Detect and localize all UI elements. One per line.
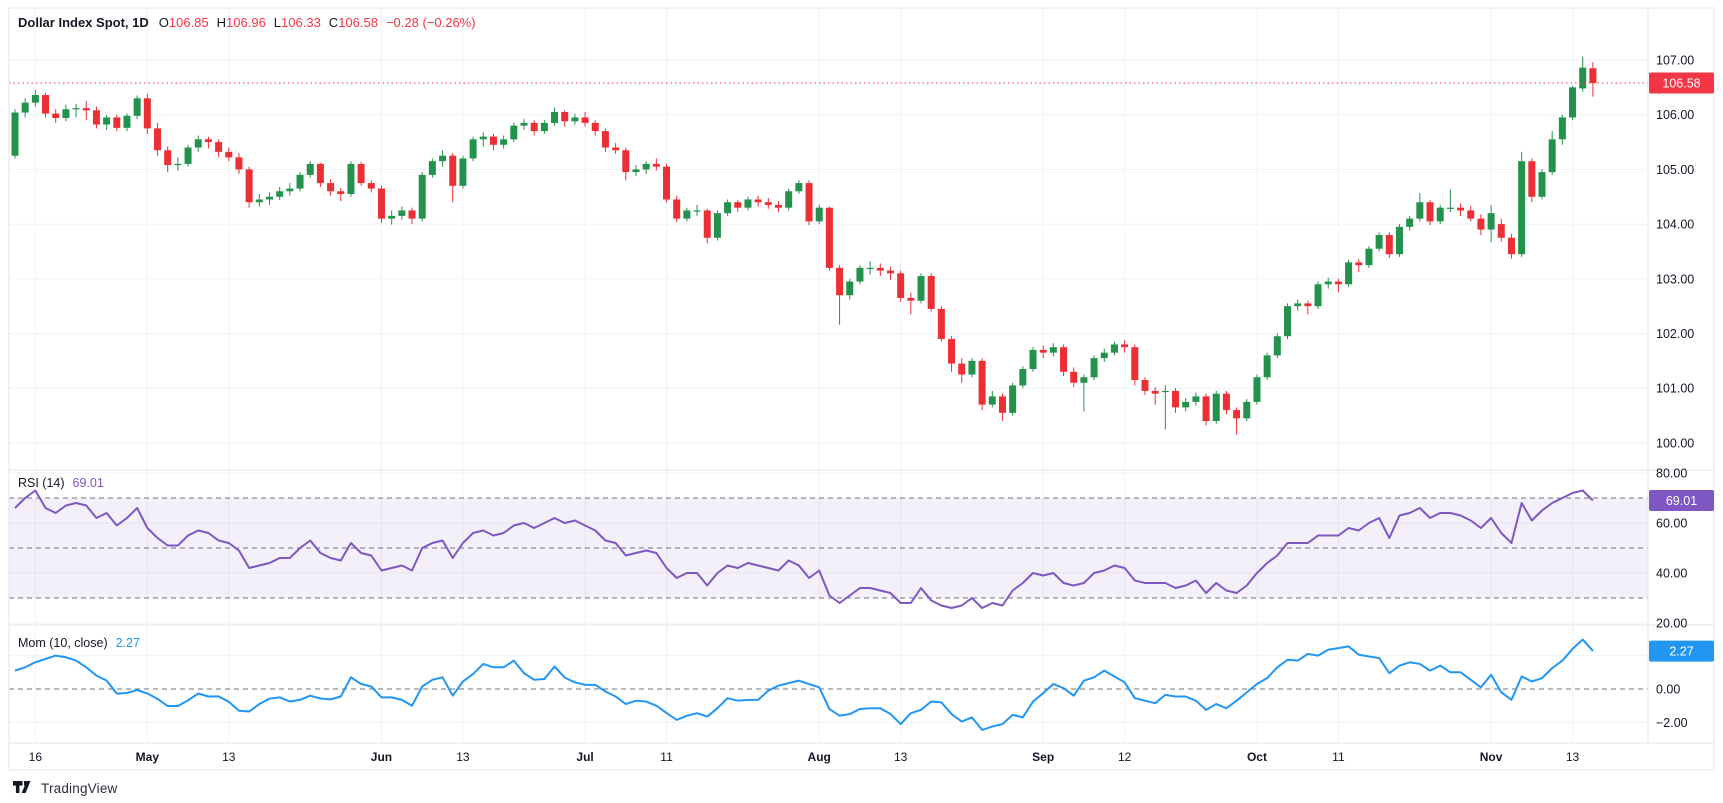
mom-axis[interactable]: 0.00 −2.00 (1656, 683, 1688, 730)
rsi-line (14, 489, 1594, 609)
svg-text:107.00: 107.00 (1656, 54, 1694, 68)
svg-text:Sep: Sep (1032, 750, 1054, 764)
high-value: 106.96 (226, 15, 266, 30)
rsi-badge: 69.01 (1649, 489, 1714, 511)
time-axis[interactable]: 16 May 13 Jun 13 Jul 11 Aug 13 Sep 12 Oct 11 Nov 13 (29, 750, 1580, 764)
svg-text:13: 13 (222, 750, 236, 764)
svg-text:May: May (136, 750, 160, 764)
open-value: 106.85 (168, 15, 209, 30)
rsi-value: 69.01 (72, 476, 104, 490)
mom-value: 2.27 (115, 636, 140, 650)
svg-text:2.27: 2.27 (1669, 645, 1693, 659)
svg-text:13: 13 (894, 750, 908, 764)
svg-text:103.00: 103.00 (1656, 272, 1694, 286)
svg-text:105.00: 105.00 (1656, 163, 1694, 177)
brand-name[interactable]: TradingView (41, 780, 118, 796)
svg-text:20.00: 20.00 (1656, 617, 1687, 631)
svg-text:102.00: 102.00 (1656, 327, 1694, 341)
last-price-badge: 106.58 (1649, 72, 1714, 94)
svg-text:Jul: Jul (576, 750, 593, 764)
footer: TradingView (13, 776, 118, 800)
svg-text:104.00: 104.00 (1656, 218, 1694, 232)
open-label: O (158, 15, 169, 30)
svg-text:69.01: 69.01 (1666, 494, 1697, 508)
svg-text:60.00: 60.00 (1656, 517, 1687, 531)
svg-text:101.00: 101.00 (1656, 382, 1694, 396)
svg-text:0.00: 0.00 (1656, 683, 1680, 697)
rsi-legend: RSI (14) 69.01 (18, 476, 104, 490)
svg-text:13: 13 (456, 750, 470, 764)
svg-text:Jun: Jun (371, 750, 392, 764)
svg-text:106.58: 106.58 (1662, 76, 1700, 90)
svg-text:106.00: 106.00 (1656, 108, 1694, 122)
svg-text:Aug: Aug (808, 750, 831, 764)
svg-text:11: 11 (660, 750, 673, 764)
mom-label[interactable]: Mom (10, close) (18, 636, 108, 650)
price-axis[interactable]: 107.00 106.00 105.00 104.00 103.00 102.00 101.… (1656, 54, 1694, 451)
low-label: L (273, 15, 282, 30)
rsi-label[interactable]: RSI (14) (18, 476, 65, 490)
high-label: H (216, 15, 227, 30)
svg-text:13: 13 (1566, 750, 1580, 764)
pane-borders (8, 7, 1715, 771)
price-legend: Dollar Index Spot, 1D O106.85 H106.96 L106.… (18, 15, 476, 30)
change-value: −0.28 (−0.26%) (385, 15, 476, 30)
rsi-level-lines (9, 497, 1648, 599)
svg-text:−2.00: −2.00 (1656, 716, 1688, 730)
rsi-axis[interactable]: 80.00 60.00 40.00 20.00 (1656, 467, 1687, 631)
svg-text:Nov: Nov (1480, 750, 1503, 764)
candles-layer (11, 56, 1597, 435)
tradingview-logo-icon[interactable] (13, 780, 34, 796)
svg-text:100.00: 100.00 (1656, 436, 1694, 450)
low-value: 106.33 (281, 15, 321, 30)
mom-legend: Mom (10, close) 2.27 (18, 636, 140, 650)
gridlines (9, 8, 1648, 743)
close-value: 106.58 (338, 15, 378, 30)
svg-text:80.00: 80.00 (1656, 467, 1687, 481)
svg-text:Oct: Oct (1247, 750, 1267, 764)
close-label: C (328, 15, 339, 30)
mom-badge: 2.27 (1649, 640, 1714, 662)
symbol-title[interactable]: Dollar Index Spot, 1D (18, 15, 149, 30)
svg-text:11: 11 (1332, 750, 1345, 764)
svg-text:40.00: 40.00 (1656, 567, 1687, 581)
svg-text:12: 12 (1118, 750, 1132, 764)
svg-text:16: 16 (29, 750, 43, 764)
mom-line (14, 638, 1594, 731)
